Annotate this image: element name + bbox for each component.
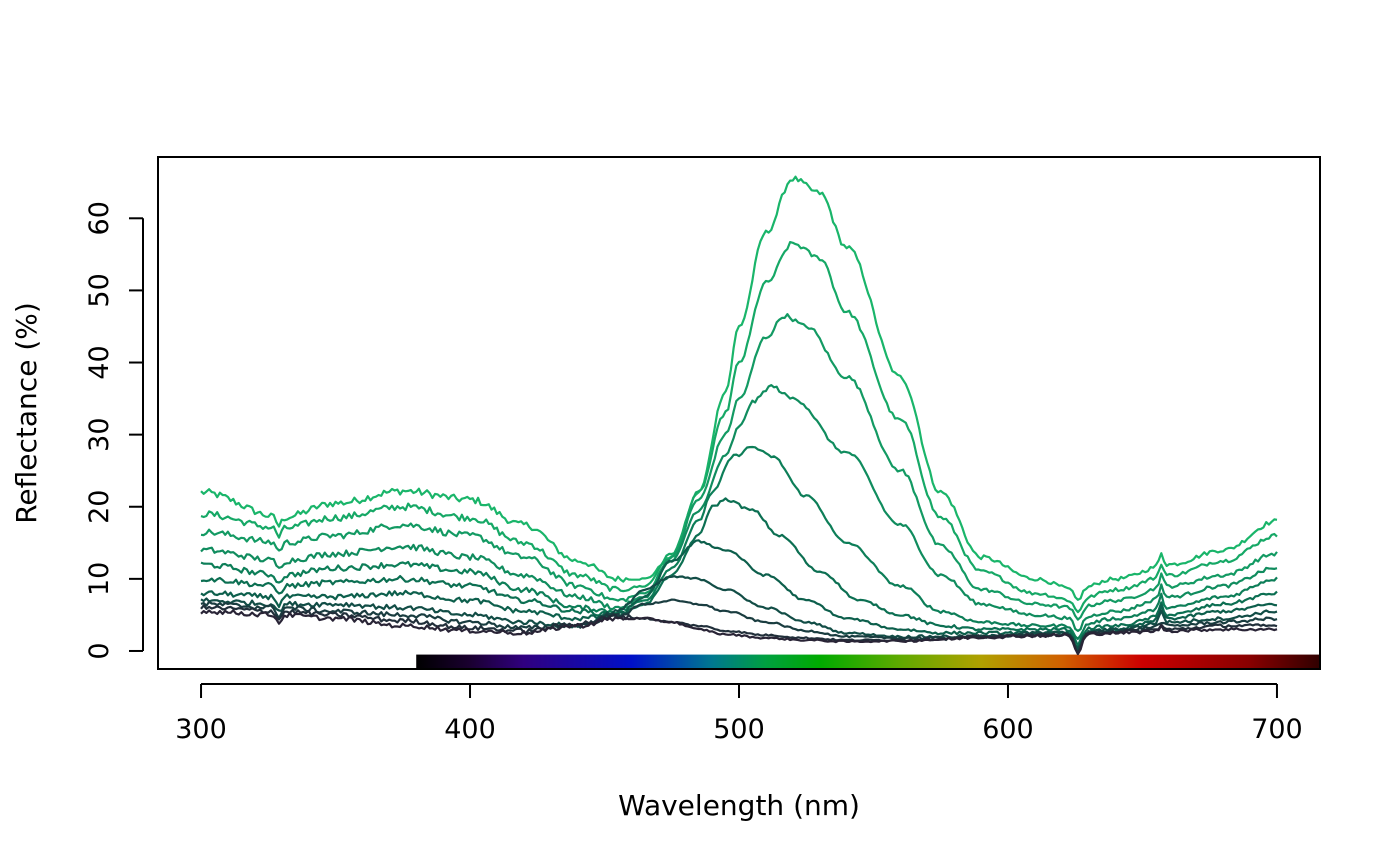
- x-tick-label: 600: [982, 714, 1034, 745]
- spectrum-series-line: [200, 609, 1278, 656]
- spectrum-series-line: [200, 575, 1278, 650]
- spectrum-series-line: [200, 175, 1278, 601]
- y-tick-label: 30: [84, 417, 115, 451]
- y-tick-label: 10: [84, 562, 115, 596]
- y-tick-label: 50: [84, 273, 115, 307]
- spectrum-series-line: [200, 241, 1278, 614]
- x-axis-title: Wavelength (nm): [618, 789, 860, 822]
- x-tick-label: 500: [713, 714, 765, 745]
- spectrum-series-line: [200, 497, 1278, 647]
- spectrum-series-line: [200, 313, 1278, 621]
- y-axis: 0 10 20 30 40 50 60: [84, 201, 144, 660]
- spectrum-series-line: [200, 384, 1278, 632]
- series-layer: [200, 175, 1278, 656]
- y-tick-label: 60: [84, 201, 115, 235]
- spectrum-series-line: [200, 445, 1278, 640]
- y-tick-label: 40: [84, 345, 115, 379]
- x-tick-label: 300: [175, 714, 227, 745]
- plot-frame: [157, 156, 1321, 670]
- x-tick-label: 700: [1251, 714, 1303, 745]
- spectrum-bar-layer: [416, 654, 1320, 670]
- x-tick-label: 400: [444, 714, 496, 745]
- y-tick-label: 0: [84, 642, 115, 659]
- y-tick-label: 20: [84, 490, 115, 524]
- x-axis: 300 400 500 600 700: [175, 683, 1303, 745]
- spectrum-color-bar: [416, 654, 1320, 670]
- spectrum-series-line: [200, 604, 1278, 655]
- y-axis-title: Reflectance (%): [10, 302, 43, 524]
